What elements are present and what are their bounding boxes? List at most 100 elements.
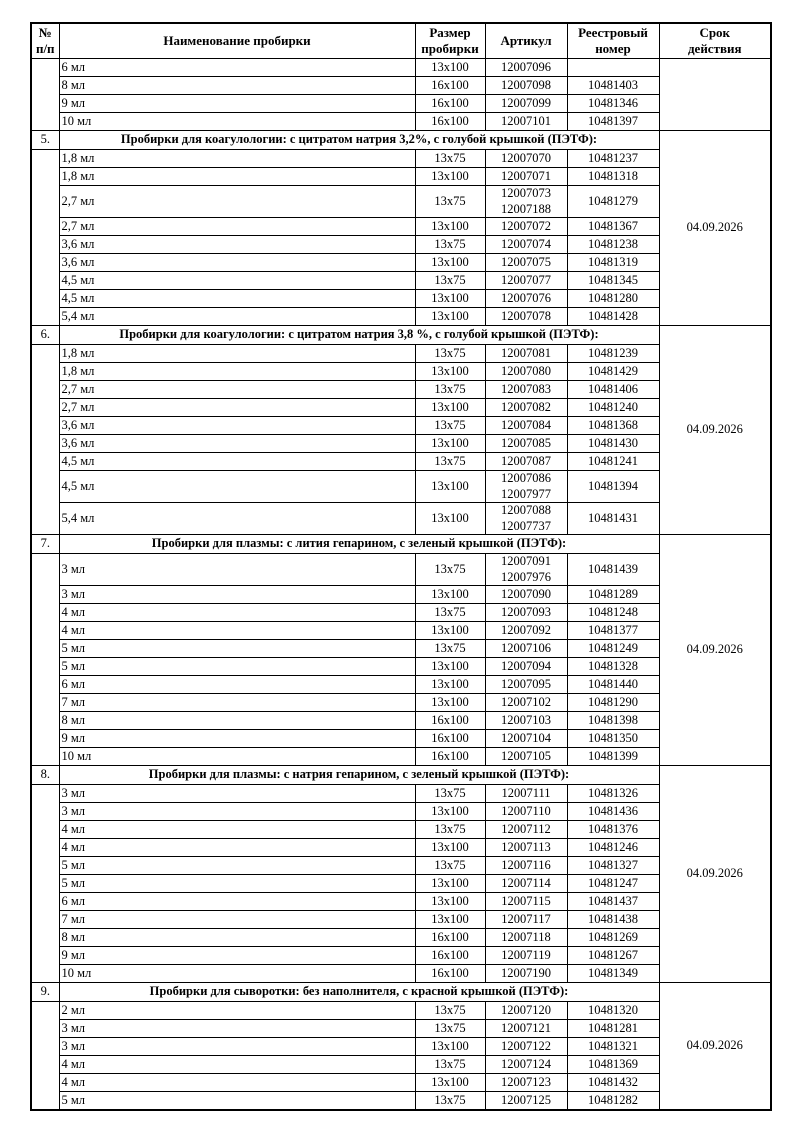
article-cell: 12007095	[484, 675, 568, 694]
article-cell: 12007119	[484, 946, 568, 965]
article-cell: 12007121	[484, 1019, 568, 1038]
table-row: 2,7 мл 13x100 12007072 10481367	[31, 217, 771, 236]
table-row: 2,7 мл 13x75 12007073 12007188 10481279	[31, 185, 771, 218]
table-row: 7 мл 13x100 12007102 10481290	[31, 693, 771, 712]
tube-size-cell: 16x100	[414, 711, 486, 730]
tube-name-cell: 3 мл	[58, 802, 416, 821]
table-row: 5 мл 13x75 12007116 10481327	[31, 856, 771, 875]
table-row: 8 мл 16x100 12007118 10481269	[31, 928, 771, 947]
table-row: 3 мл 13x75 12007091 12007976 10481439	[30, 553, 771, 766]
tube-name-cell: 1,8 мл	[58, 149, 416, 168]
table-row: 1,8 мл 13x100 12007080 10481429	[31, 362, 771, 381]
table-row: 6 мл 13x100 12007115 10481437	[31, 892, 771, 911]
table-row: 3,6 мл 13x75 12007074 10481238	[31, 235, 771, 254]
tube-size-cell: 13x75	[414, 452, 486, 471]
tube-size-cell: 16x100	[414, 964, 486, 983]
registry-cell: 10481430	[566, 434, 660, 453]
tube-catalog-table: № п/п Наименование пробирки Размер проби…	[30, 22, 772, 1111]
registry-cell: 10481369	[566, 1055, 660, 1074]
tube-size-cell: 13x75	[414, 820, 486, 839]
column-header-validity: Срок действия	[658, 22, 772, 59]
tube-name-cell: 3 мл	[58, 1019, 416, 1038]
tube-size-cell: 13x75	[414, 416, 486, 435]
article-cell: 12007114	[484, 874, 568, 893]
tube-size-cell: 16x100	[414, 747, 486, 766]
section-header-row: 7. Пробирки для плазмы: с лития гепарином…	[30, 534, 772, 766]
tube-size-cell: 13x75	[414, 235, 486, 254]
column-header-registry: Реестровый номер	[566, 22, 660, 59]
tube-size-cell: 13x100	[414, 585, 486, 604]
table-row: 5 мл 13x75 12007125 10481282	[31, 1091, 771, 1111]
article-cell: 12007088 12007737	[484, 502, 568, 535]
registry-cell: 10481399	[566, 747, 660, 766]
article-cell: 12007116	[484, 856, 568, 875]
table-row: 4 мл 13x75 12007112 10481376	[31, 820, 771, 839]
article-cell: 12007076	[484, 289, 568, 308]
tube-name-cell: 10 мл	[58, 112, 416, 131]
registry-cell: 10481377	[566, 621, 660, 640]
registry-cell: 10481438	[566, 910, 660, 929]
tube-size-cell: 13x100	[414, 1037, 486, 1056]
tube-size-cell: 13x75	[414, 1055, 486, 1074]
tube-name-cell: 5 мл	[58, 639, 416, 658]
article-cell: 12007096	[484, 58, 568, 77]
tube-size-cell: 13x75	[414, 603, 486, 622]
row-num-cell	[30, 344, 60, 535]
registry-cell: 10481431	[566, 502, 660, 535]
article-cell: 12007104	[484, 729, 568, 748]
tube-size-cell: 13x100	[414, 217, 486, 236]
tube-name-cell: 10 мл	[58, 747, 416, 766]
registry-cell: 10481318	[566, 167, 660, 186]
tube-name-cell: 7 мл	[58, 693, 416, 712]
tube-name-cell: 6 мл	[58, 58, 416, 77]
tube-name-cell: 10 мл	[58, 964, 416, 983]
tube-name-cell: 7 мл	[58, 910, 416, 929]
section-number-cell: 8.	[30, 765, 60, 785]
registry-cell: 10481280	[566, 289, 660, 308]
table-row: 5,4 мл 13x100 12007078 10481428	[31, 307, 771, 326]
article-cell: 12007103	[484, 711, 568, 730]
tube-size-cell: 13x100	[414, 675, 486, 694]
table-row: 1,8 мл 13x75 12007081 10481239	[30, 344, 771, 535]
table-row: 3 мл 13x100 12007090 10481289	[31, 585, 771, 604]
registry-cell: 10481238	[566, 235, 660, 254]
table-row: 4 мл 13x75 12007093 10481248	[31, 603, 771, 622]
registry-cell: 10481367	[566, 217, 660, 236]
registry-cell: 10481376	[566, 820, 660, 839]
tube-size-cell: 13x75	[414, 784, 486, 803]
column-header-number: № п/п	[30, 22, 60, 59]
registry-cell	[566, 58, 660, 77]
section-title-cell: Пробирки для коагулологии: с цитратом на…	[58, 130, 660, 150]
tube-size-cell: 13x100	[414, 470, 486, 503]
tube-size-cell: 13x100	[414, 693, 486, 712]
article-cell: 12007113	[484, 838, 568, 857]
tube-name-cell: 8 мл	[58, 928, 416, 947]
tube-name-cell: 4,5 мл	[58, 271, 416, 290]
section-title-cell: Пробирки для плазмы: с натрия гепарином,…	[58, 765, 660, 785]
article-cell: 12007077	[484, 271, 568, 290]
tube-name-cell: 1,8 мл	[58, 344, 416, 363]
registry-cell: 10481249	[566, 639, 660, 658]
tube-name-cell: 4,5 мл	[58, 289, 416, 308]
tube-size-cell: 13x75	[414, 380, 486, 399]
article-cell: 12007123	[484, 1073, 568, 1092]
tube-size-cell: 13x100	[414, 621, 486, 640]
tube-size-cell: 13x100	[414, 657, 486, 676]
table-row: 3 мл 13x100 12007122 10481321	[31, 1037, 771, 1056]
article-cell: 12007085	[484, 434, 568, 453]
table-row: 10 мл 16x100 12007190 10481349	[31, 964, 771, 983]
validity-cell: 04.09.2026	[658, 534, 772, 766]
tube-name-cell: 3,6 мл	[58, 416, 416, 435]
registry-cell: 10481368	[566, 416, 660, 435]
article-cell: 12007090	[484, 585, 568, 604]
table-row: 4,5 мл 13x100 12007076 10481280	[31, 289, 771, 308]
registry-cell: 10481429	[566, 362, 660, 381]
table-row: 1,8 мл 13x100 12007071 10481318	[31, 167, 771, 186]
table-row: 6 мл 13x100 12007095 10481440	[31, 675, 771, 694]
table-row: 3 мл 13x75 12007111 10481326	[30, 784, 771, 983]
validity-cell: 04.09.2026	[658, 130, 772, 326]
section-title-cell: Пробирки для сыворотки: без наполнителя,…	[58, 982, 660, 1002]
registry-cell: 10481403	[566, 76, 660, 95]
article-cell: 12007117	[484, 910, 568, 929]
tube-name-cell: 9 мл	[58, 94, 416, 113]
